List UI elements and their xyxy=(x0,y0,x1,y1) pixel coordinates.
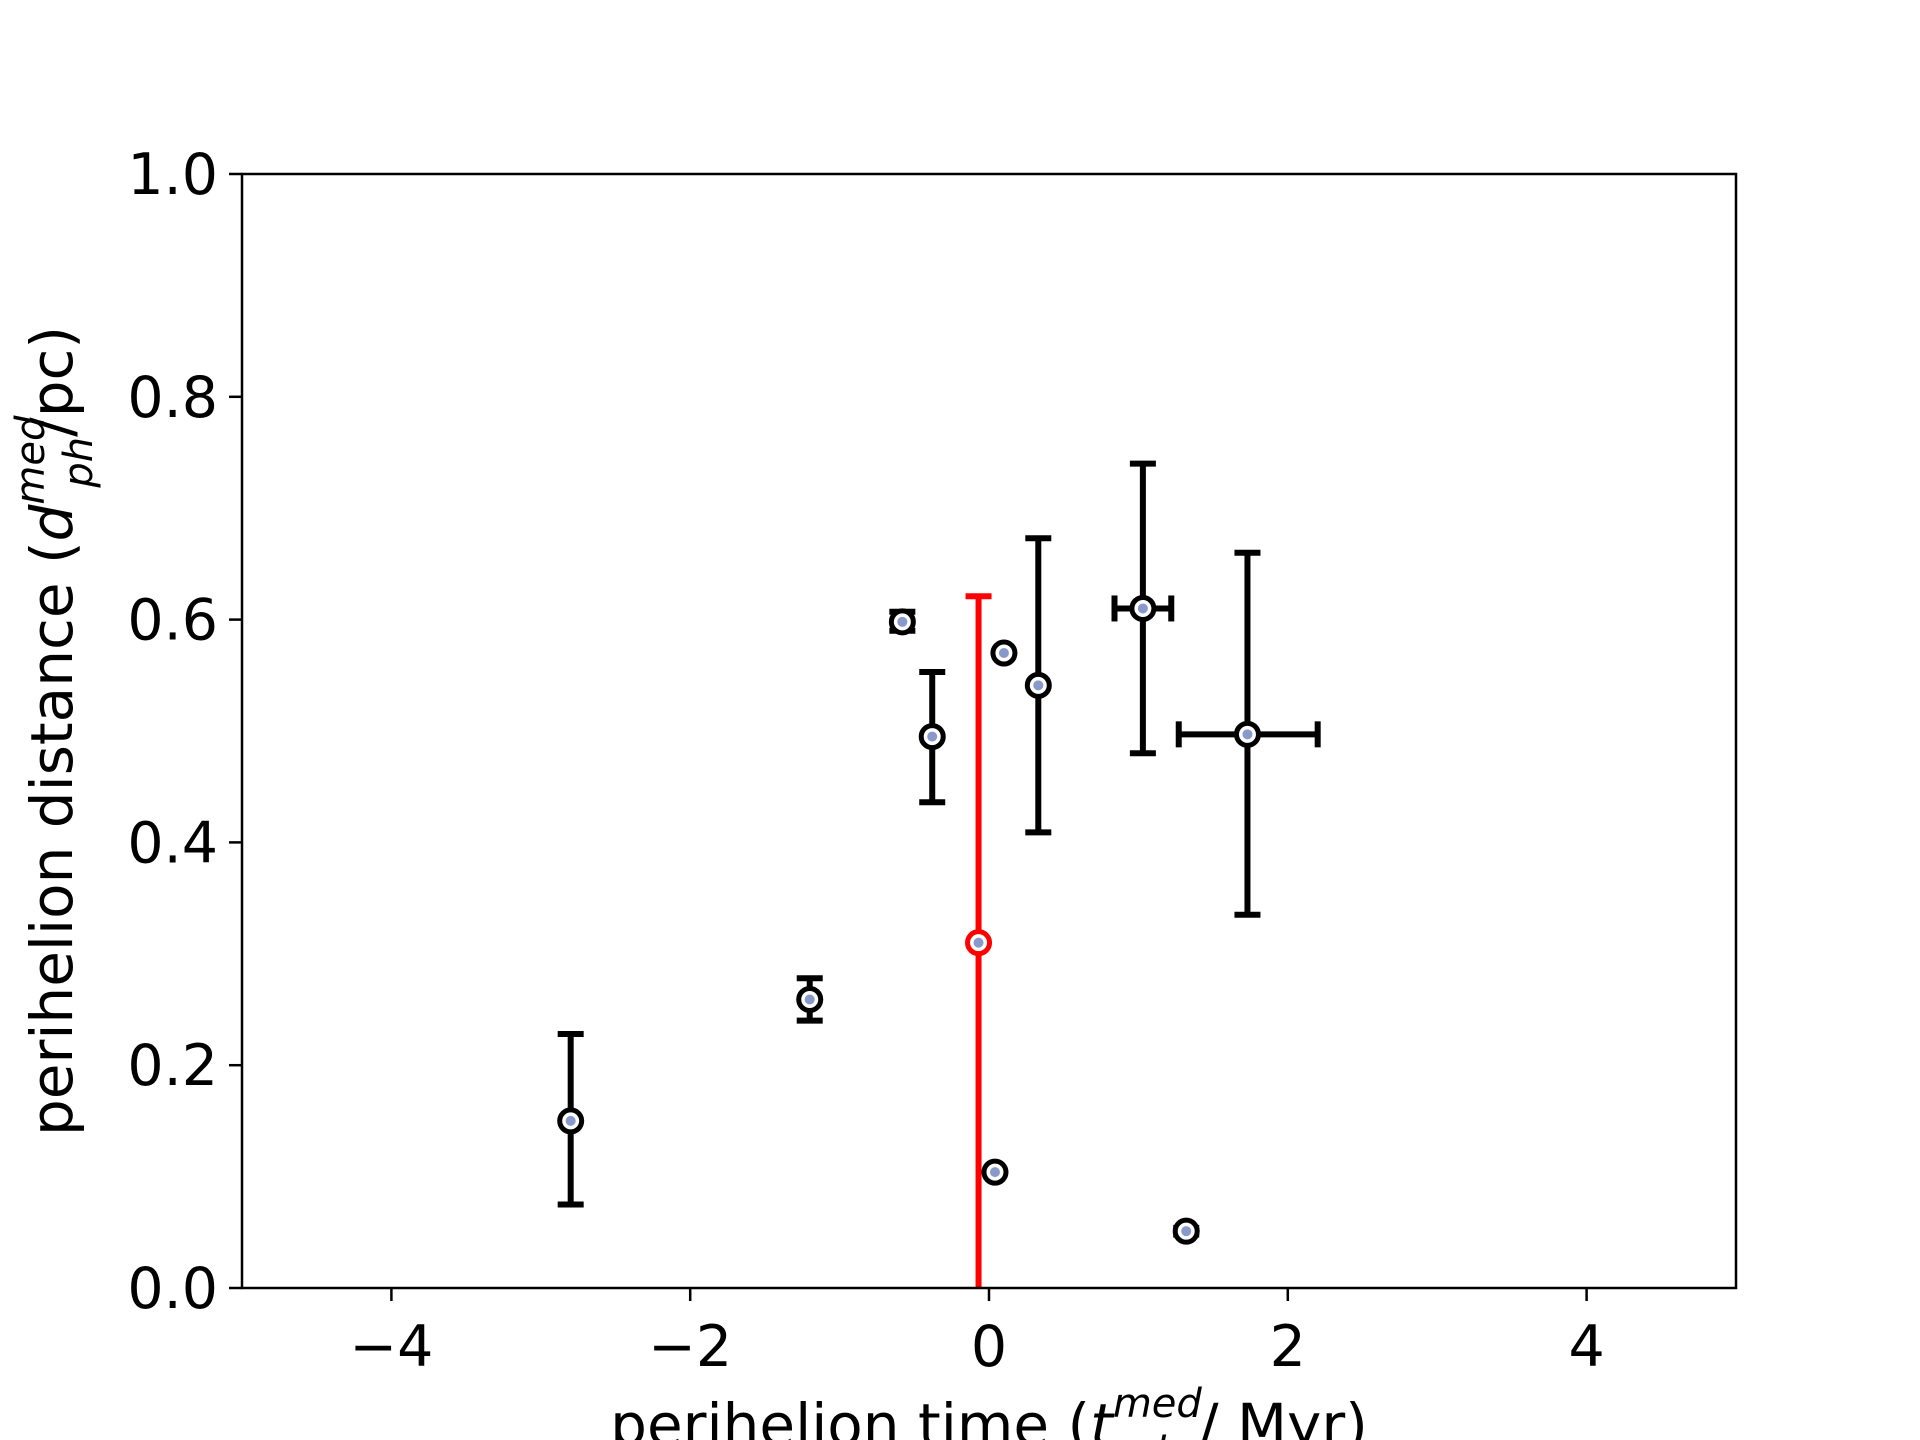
data-point xyxy=(557,1031,585,1208)
point-marker-dot xyxy=(565,1115,576,1126)
x-tick-label: −4 xyxy=(349,1314,433,1380)
y-axis-label-superscript: med xyxy=(8,415,54,505)
y-axis-ticks: 0.0 0.2 0.4 0.6 0.8 1.0 xyxy=(127,142,242,1322)
highlighted-data-point xyxy=(965,593,993,1288)
point-marker-dot xyxy=(1033,680,1044,691)
y-tick-label: 0.0 xyxy=(127,1256,218,1322)
x-axis-label-superscript: med xyxy=(1113,1381,1203,1427)
y-axis-label-symbol: d xyxy=(18,503,86,541)
point-marker-dot xyxy=(1181,1226,1192,1237)
data-point xyxy=(1111,460,1175,757)
y-tick-label: 0.4 xyxy=(127,810,218,876)
point-marker-dot xyxy=(1242,729,1253,740)
point-marker-dot xyxy=(897,616,908,627)
x-axis-label-suffix: / Myr) xyxy=(1181,1391,1368,1440)
point-marker-dot xyxy=(989,1167,1000,1178)
x-axis-label-subscript: ph xyxy=(1129,1429,1181,1440)
data-point xyxy=(1172,1217,1200,1245)
x-axis-label: perihelion time (tmed ph / Myr) xyxy=(610,1381,1368,1440)
y-axis-label: perihelion distance (dmedph/pc) xyxy=(8,326,102,1136)
y-tick-label: 0.8 xyxy=(127,365,218,431)
data-point xyxy=(888,608,916,636)
data-points-layer xyxy=(557,460,1321,1288)
y-axis-label-subscript: ph xyxy=(56,437,102,489)
x-axis-ticks: −4 −2 0 2 4 xyxy=(349,1288,1605,1380)
point-marker-dot xyxy=(1137,603,1148,614)
point-marker-dot xyxy=(998,648,1009,659)
y-axis-label-prefix: perihelion distance ( xyxy=(18,541,86,1136)
data-point xyxy=(796,975,824,1024)
data-point xyxy=(981,1158,1009,1186)
x-tick-label: 4 xyxy=(1568,1314,1604,1380)
y-tick-label: 1.0 xyxy=(127,142,218,208)
data-point xyxy=(1175,549,1321,918)
y-axis-label-suffix: /pc) xyxy=(18,326,86,437)
point-marker-dot xyxy=(804,994,815,1005)
data-point xyxy=(990,639,1018,667)
point-marker-dot xyxy=(927,731,938,742)
x-axis-label-prefix: perihelion time ( xyxy=(610,1391,1090,1440)
y-tick-label: 0.6 xyxy=(127,588,218,654)
x-tick-label: 2 xyxy=(1270,1314,1306,1380)
x-tick-label: 0 xyxy=(971,1314,1007,1380)
data-point xyxy=(1024,535,1052,836)
x-axis-label-symbol: t xyxy=(1090,1391,1115,1440)
data-point xyxy=(918,668,946,806)
point-marker-dot xyxy=(973,937,984,948)
y-tick-label: 0.2 xyxy=(127,1033,218,1099)
x-tick-label: −2 xyxy=(648,1314,732,1380)
